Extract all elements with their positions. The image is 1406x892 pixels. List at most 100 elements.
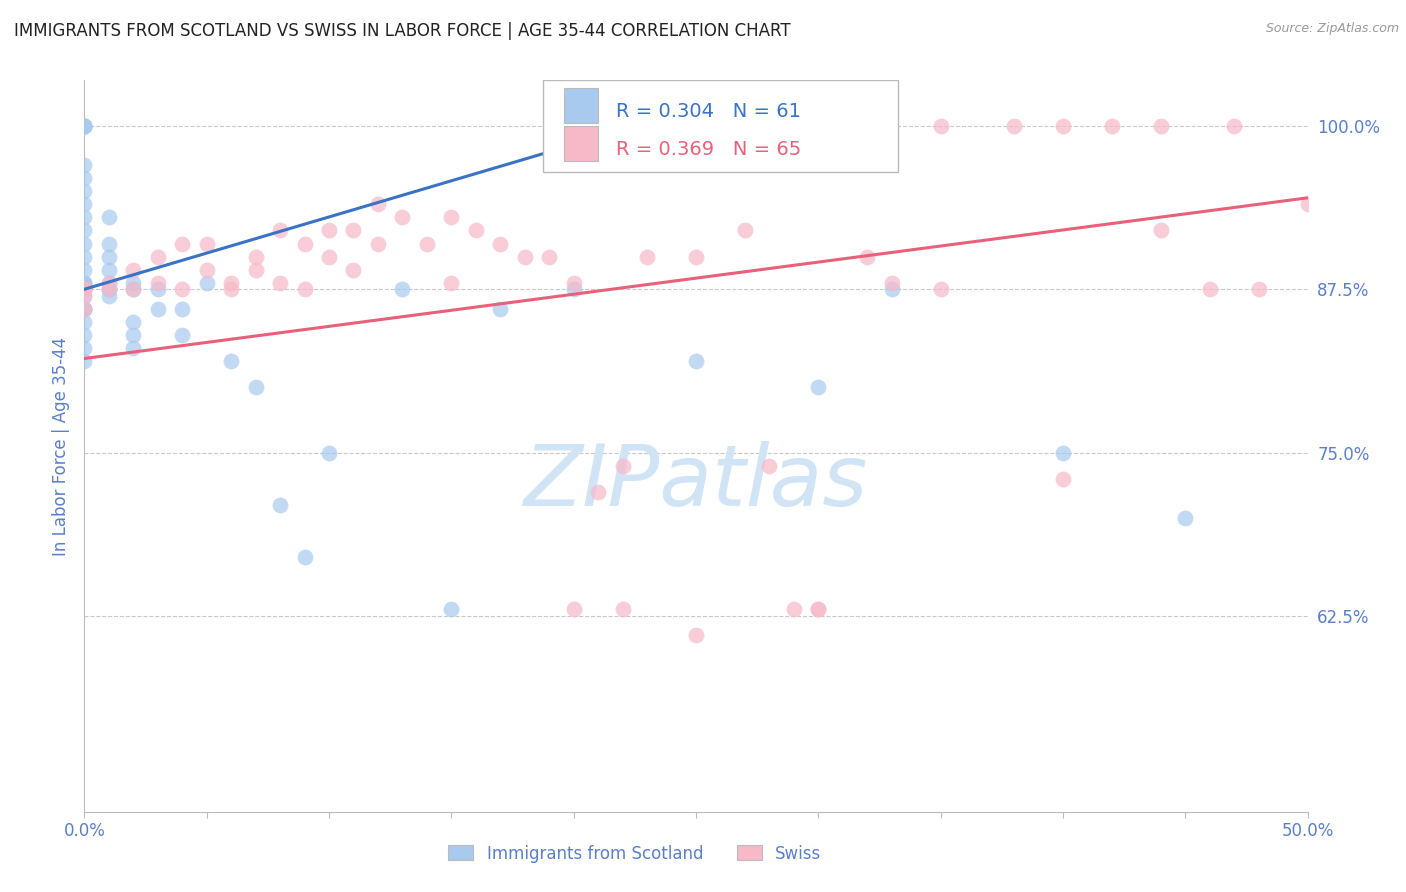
- Point: [73, 282, 96, 296]
- Text: Source: ZipAtlas.com: Source: ZipAtlas.com: [1265, 22, 1399, 36]
- Point: [1247, 282, 1270, 296]
- Point: [562, 602, 585, 616]
- Point: [440, 211, 463, 225]
- Point: [1002, 119, 1025, 133]
- Point: [612, 458, 634, 473]
- FancyBboxPatch shape: [564, 126, 598, 161]
- Text: R = 0.369   N = 65: R = 0.369 N = 65: [616, 139, 801, 159]
- Point: [269, 276, 291, 290]
- Point: [97, 250, 120, 264]
- Point: [73, 289, 96, 303]
- Point: [73, 119, 96, 133]
- Point: [734, 223, 756, 237]
- Point: [1198, 282, 1220, 296]
- Point: [685, 628, 707, 642]
- Point: [97, 289, 120, 303]
- Legend: Immigrants from Scotland, Swiss: Immigrants from Scotland, Swiss: [441, 838, 828, 869]
- Point: [195, 276, 218, 290]
- Point: [416, 236, 439, 251]
- Point: [122, 276, 145, 290]
- Point: [685, 119, 707, 133]
- Point: [1052, 119, 1074, 133]
- Point: [685, 354, 707, 368]
- Point: [880, 276, 903, 290]
- Point: [73, 289, 96, 303]
- Point: [612, 602, 634, 616]
- FancyBboxPatch shape: [543, 80, 898, 171]
- Point: [758, 458, 780, 473]
- Point: [538, 250, 561, 264]
- Point: [73, 301, 96, 316]
- Point: [391, 282, 413, 296]
- Point: [97, 211, 120, 225]
- Point: [464, 223, 486, 237]
- Point: [172, 301, 194, 316]
- Point: [489, 301, 512, 316]
- Point: [97, 276, 120, 290]
- Point: [219, 282, 242, 296]
- Point: [807, 380, 830, 394]
- Point: [586, 484, 609, 499]
- Point: [172, 282, 194, 296]
- Point: [73, 119, 96, 133]
- Point: [146, 250, 169, 264]
- Point: [1223, 119, 1246, 133]
- Point: [122, 282, 145, 296]
- Point: [685, 250, 707, 264]
- Point: [1101, 119, 1123, 133]
- Point: [269, 498, 291, 512]
- Point: [122, 328, 145, 343]
- Point: [489, 236, 512, 251]
- Point: [97, 282, 120, 296]
- Point: [73, 282, 96, 296]
- Point: [73, 282, 96, 296]
- Point: [367, 197, 389, 211]
- Text: ZIPatlas: ZIPatlas: [524, 441, 868, 524]
- Point: [73, 171, 96, 186]
- Point: [73, 223, 96, 237]
- Point: [1150, 119, 1173, 133]
- Point: [97, 276, 120, 290]
- Point: [245, 262, 267, 277]
- FancyBboxPatch shape: [564, 87, 598, 123]
- Point: [440, 276, 463, 290]
- Point: [318, 445, 340, 459]
- Point: [513, 250, 536, 264]
- Point: [172, 236, 194, 251]
- Point: [807, 602, 830, 616]
- Point: [342, 262, 364, 277]
- Point: [294, 549, 316, 564]
- Point: [269, 223, 291, 237]
- Point: [122, 282, 145, 296]
- Point: [1150, 223, 1173, 237]
- Point: [73, 262, 96, 277]
- Point: [73, 276, 96, 290]
- Point: [73, 119, 96, 133]
- Point: [342, 223, 364, 237]
- Point: [73, 119, 96, 133]
- Point: [195, 236, 218, 251]
- Point: [1174, 511, 1197, 525]
- Text: R = 0.304   N = 61: R = 0.304 N = 61: [616, 102, 801, 120]
- Point: [73, 282, 96, 296]
- Point: [856, 250, 879, 264]
- Point: [73, 197, 96, 211]
- Point: [367, 236, 389, 251]
- Point: [146, 282, 169, 296]
- Point: [73, 119, 96, 133]
- Point: [73, 119, 96, 133]
- Point: [122, 315, 145, 329]
- Point: [73, 184, 96, 198]
- Point: [318, 250, 340, 264]
- Point: [73, 250, 96, 264]
- Point: [1052, 445, 1074, 459]
- Point: [73, 211, 96, 225]
- Point: [245, 250, 267, 264]
- Point: [73, 341, 96, 355]
- Point: [783, 602, 806, 616]
- Point: [97, 262, 120, 277]
- Y-axis label: In Labor Force | Age 35-44: In Labor Force | Age 35-44: [52, 336, 70, 556]
- Point: [97, 236, 120, 251]
- Point: [73, 236, 96, 251]
- Point: [73, 282, 96, 296]
